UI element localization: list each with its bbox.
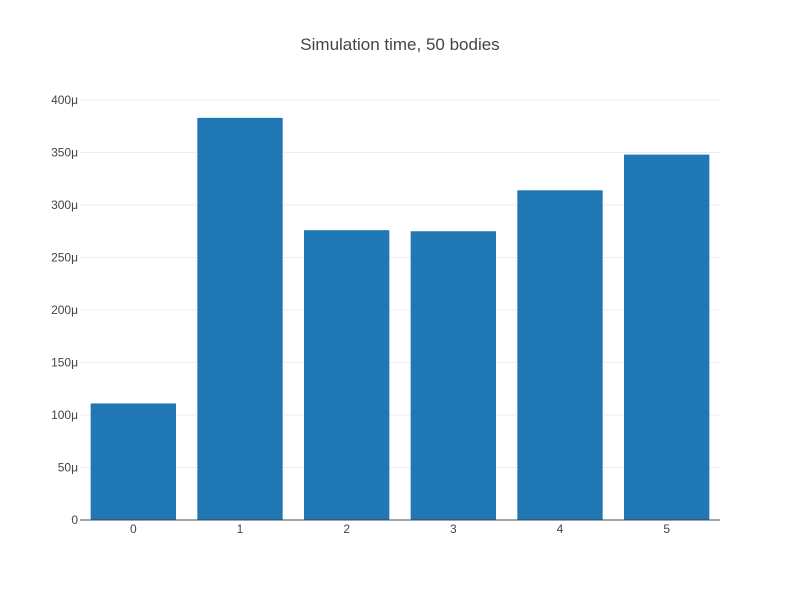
grid-lines [80,99,720,468]
y-tick-label: 400μ [51,93,78,107]
y-tick-label: 200μ [51,303,78,317]
y-tick-label: 100μ [51,408,78,422]
y-tick-label: 350μ [51,146,78,160]
x-tick-label: 0 [130,522,137,536]
x-tick-label: 3 [450,522,457,536]
bar-4 [517,190,603,521]
x-tick-label: 1 [237,522,244,536]
y-tick-label: 300μ [51,198,78,212]
y-tick-label: 150μ [51,356,78,370]
x-tick-label: 5 [663,522,670,536]
x-axis-ticks: 0 1 2 3 4 5 [130,522,670,536]
bar-2 [304,230,390,520]
y-tick-label: 250μ [51,251,78,265]
bars [90,117,710,521]
bar-1 [197,117,283,520]
y-axis-ticks: 0 50μ 100μ 150μ 200μ 250μ 300μ 350μ 400μ [51,93,78,527]
chart-title: Simulation time, 50 bodies [300,35,499,54]
x-tick-label: 2 [343,522,350,536]
y-tick-label: 50μ [58,461,78,475]
bar-0 [90,403,176,520]
x-tick-label: 4 [557,522,564,536]
bar-5 [624,154,710,520]
y-tick-label: 0 [71,513,78,527]
bar-3 [410,231,496,520]
